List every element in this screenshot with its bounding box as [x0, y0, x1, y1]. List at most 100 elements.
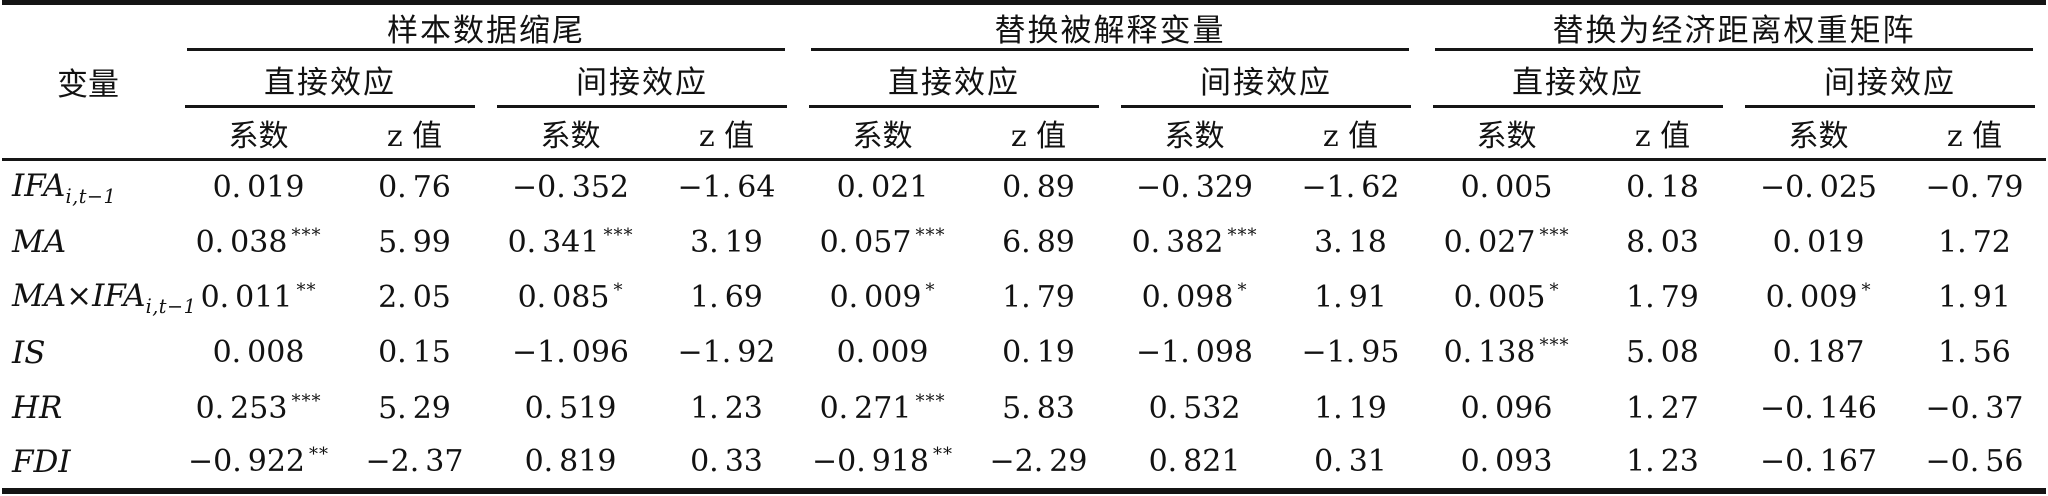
measure-header-z: z 值: [1591, 107, 1734, 161]
z-value-cell: 1. 69: [655, 270, 798, 325]
measure-header-z: z 值: [1279, 107, 1422, 161]
header-measure-row: 系数 z 值系数 z 值系数 z 值系数 z 值系数 z 值系数 z 值: [2, 107, 2046, 161]
significance-stars: *: [925, 280, 936, 302]
z-value-cell: −0. 56: [1903, 436, 2046, 491]
z-value-cell: 1. 27: [1591, 381, 1734, 436]
numeric-value: 0. 096: [1460, 390, 1553, 426]
measure-header-coef: 系数: [1422, 107, 1591, 161]
z-value-cell: 1. 72: [1903, 215, 2046, 270]
variable-label: FDI: [2, 436, 174, 491]
numeric-value: 0. 057: [819, 224, 912, 260]
z-value-cell: 1. 23: [655, 381, 798, 436]
numeric-value: −0. 167: [1759, 444, 1877, 480]
numeric-value: 5. 83: [1002, 390, 1075, 426]
z-value-cell: 5. 29: [343, 381, 486, 436]
z-value-cell: 5. 83: [967, 381, 1110, 436]
numeric-value: −1. 62: [1301, 170, 1400, 206]
coefficient-cell: 0. 187: [1734, 325, 1903, 380]
numeric-value: −0. 37: [1925, 390, 2024, 426]
coefficient-cell: 0. 519: [486, 381, 655, 436]
numeric-value: 6. 89: [1002, 224, 1075, 260]
significance-stars: ***: [1227, 224, 1258, 246]
coefficient-cell: 0. 021: [798, 160, 967, 215]
coefficient-cell: −0. 167: [1734, 436, 1903, 491]
numeric-value: −1. 096: [511, 335, 629, 371]
numeric-value: 0. 019: [1772, 224, 1865, 260]
z-value-cell: −1. 62: [1279, 160, 1422, 215]
numeric-value: −2. 29: [989, 444, 1088, 480]
z-value-cell: 8. 03: [1591, 215, 1734, 270]
numeric-value: 0. 519: [524, 390, 617, 426]
z-value-cell: 3. 18: [1279, 215, 1422, 270]
table-body: IFAi,t−1 0. 019 0. 76 −0. 352 −1. 64 0. 021 0.…: [2, 160, 2046, 492]
significance-stars: *: [1549, 280, 1560, 302]
measure-header-z: z 值: [655, 107, 798, 161]
coefficient-cell: 0. 382 ***: [1110, 215, 1279, 270]
numeric-value: 0. 821: [1148, 444, 1241, 480]
numeric-value: −0. 918: [811, 444, 929, 480]
numeric-value: −0. 922: [187, 444, 305, 480]
numeric-value: 1. 23: [690, 390, 763, 426]
significance-stars: ***: [291, 390, 322, 412]
z-value-cell: 5. 08: [1591, 325, 1734, 380]
table-row: MA 0. 038 *** 5. 99 0. 341 *** 3. 19 0. 057 *** 6…: [2, 215, 2046, 270]
numeric-value: 0. 027: [1443, 224, 1536, 260]
z-value-cell: −1. 95: [1279, 325, 1422, 380]
significance-stars: *: [1861, 280, 1872, 302]
coefficient-cell: 0. 138 ***: [1422, 325, 1591, 380]
significance-stars: **: [309, 444, 329, 466]
numeric-value: 1. 27: [1626, 390, 1699, 426]
z-value-cell: 3. 19: [655, 215, 798, 270]
table-row: FDI −0. 922 ** −2. 37 0. 819 0. 33 −0. 918 ** −2…: [2, 436, 2046, 491]
variable-name: FDI: [12, 443, 71, 480]
table-row: IFAi,t−1 0. 019 0. 76 −0. 352 −1. 64 0. 021 0.…: [2, 160, 2046, 215]
numeric-value: 0. 009: [836, 335, 929, 371]
numeric-value: 0. 819: [524, 444, 617, 480]
variable-label: MA×IFAi,t−1: [2, 270, 196, 325]
effect-header-direct-g3: 直接效应: [1422, 50, 1734, 108]
variable-label: IFAi,t−1: [2, 160, 174, 215]
effect-header-indirect-g2: 间接效应: [1110, 50, 1422, 108]
coefficient-cell: 0. 098 *: [1110, 270, 1279, 325]
measure-header-coef: 系数: [174, 107, 343, 161]
significance-stars: *: [1237, 280, 1248, 302]
z-value-cell: 5. 99: [343, 215, 486, 270]
significance-stars: **: [933, 444, 953, 466]
z-value-cell: 1. 91: [1279, 270, 1422, 325]
numeric-value: 0. 187: [1772, 335, 1865, 371]
numeric-value: −0. 329: [1135, 170, 1253, 206]
numeric-value: 0. 093: [1460, 444, 1553, 480]
numeric-value: 5. 08: [1626, 335, 1699, 371]
header-effect-row: 直接效应 间接效应 直接效应 间接效应 直接效应 间接效应: [2, 50, 2046, 108]
numeric-value: 8. 03: [1626, 224, 1699, 260]
numeric-value: −0. 146: [1759, 390, 1877, 426]
significance-stars: ***: [1539, 224, 1570, 246]
coefficient-cell: 0. 532: [1110, 381, 1279, 436]
numeric-value: 0. 253: [195, 390, 288, 426]
z-value-cell: 0. 19: [967, 325, 1110, 380]
numeric-value: 0. 008: [212, 335, 305, 371]
numeric-value: 0. 138: [1443, 335, 1536, 371]
group-header-replaced-dependent-variable: 替换被解释变量: [798, 2, 1422, 51]
coefficient-cell: −1. 098: [1110, 325, 1279, 380]
numeric-value: −1. 95: [1301, 335, 1400, 371]
z-value-cell: 6. 89: [967, 215, 1110, 270]
z-value-cell: −1. 92: [655, 325, 798, 380]
effect-header-indirect-g1: 间接效应: [486, 50, 798, 108]
numeric-value: −0. 79: [1925, 170, 2024, 206]
numeric-value: 1. 69: [690, 280, 763, 316]
coefficient-cell: −0. 352: [486, 160, 655, 215]
variable-name: MA: [12, 224, 67, 261]
numeric-value: −1. 64: [677, 170, 776, 206]
numeric-value: 1. 79: [1002, 280, 1075, 316]
significance-stars: ***: [603, 224, 634, 246]
numeric-value: 0. 019: [212, 170, 305, 206]
coefficient-cell: 0. 093: [1422, 436, 1591, 491]
numeric-value: 0. 098: [1141, 280, 1234, 316]
significance-stars: **: [296, 280, 317, 302]
coefficient-cell: 0. 253 ***: [174, 381, 343, 436]
numeric-value: −0. 352: [511, 170, 629, 206]
z-value-cell: −1. 64: [655, 160, 798, 215]
variable-subscript: i,t−1: [65, 184, 117, 208]
